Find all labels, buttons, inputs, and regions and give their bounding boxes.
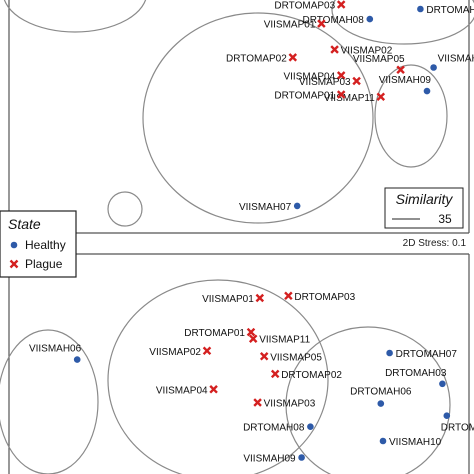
bottom-cluster-left — [0, 329, 99, 474]
bottom-point-label-viismap03: VIISMAP03 — [264, 399, 316, 410]
state-legend-title: State — [8, 216, 41, 232]
top-cluster-bottom-small — [107, 191, 143, 227]
bottom-plague-point-viismap01 — [255, 293, 265, 303]
top-cluster-upper-left — [3, 0, 147, 33]
top-point-label-viismap01: VIISMAP01 — [264, 20, 316, 31]
top-point-label-drtomah08: DRTOMAH08 — [302, 15, 364, 26]
bottom-point-label-viismap04: VIISMAP04 — [156, 385, 208, 396]
bottom-point-label-viismap05: VIISMAP05 — [270, 352, 322, 363]
top-point-label-viismap11: VIISMAP11 — [324, 93, 375, 104]
top-point-label-viismah07: VIISMAH07 — [239, 202, 292, 213]
similarity-legend-value: 35 — [438, 212, 452, 226]
top-plague-point-viismap04 — [336, 71, 346, 80]
top-healthy-point-viismah10 — [430, 64, 437, 71]
bottom-cluster-ellipses — [0, 279, 451, 474]
top-plague-point-viismap11 — [376, 92, 386, 101]
bottom-point-label-viismap11: VIISMAP11 — [259, 335, 310, 346]
similarity-legend-title: Similarity — [396, 191, 454, 207]
top-point-label-viismap05: VIISMAP05 — [353, 54, 405, 65]
bottom-healthy-point-drtomah03 — [439, 380, 446, 388]
bottom-plague-point-drtomap01 — [246, 327, 256, 337]
bottom-point-label-viismap02: VIISMAP02 — [149, 347, 201, 358]
bottom-healthy-point-viismah09 — [298, 454, 305, 461]
bottom-plague-point-viismap11 — [248, 334, 258, 343]
bottom-plague-point-viismap05 — [259, 352, 269, 361]
bottom-point-label-drtomap02: DRTOMAP02 — [281, 370, 342, 381]
top-cluster-ellipses — [3, 0, 474, 227]
state-legend-healthy-label: Healthy — [25, 238, 66, 252]
similarity-legend: Similarity 35 — [384, 187, 464, 229]
top-plague-point-drtomap03 — [336, 0, 346, 9]
bottom-plague-point-drtomap02 — [270, 369, 280, 379]
top-cluster-upper-right — [331, 0, 474, 45]
bottom-point-label-viismah09: VIISMAH09 — [243, 454, 296, 465]
bottom-point-label-viismap01: VIISMAP01 — [202, 294, 254, 305]
top-healthy-point-drtomah08 — [366, 15, 374, 23]
top-healthy-point-viismah09 — [423, 87, 431, 95]
bottom-healthy-point-viismah10 — [379, 437, 387, 445]
bottom-point-label-viismah10: VIISMAH10 — [389, 437, 442, 448]
top-point-label-viismah09: VIISMAH09 — [379, 75, 432, 86]
bottom-healthy-point-drtomah07 — [386, 349, 393, 357]
top-point-label-drtomap01: DRTOMAP01 — [274, 91, 335, 102]
bottom-point-label-drtomah05: DRTOMAH05 — [441, 423, 474, 434]
top-data-marks: DRTOMAH06 DRTOMAH08 VIISMAH10 VIISMAH09 VIIS… — [226, 0, 474, 213]
top-healthy-point-drtomah06 — [417, 5, 424, 13]
top-point-label-viismah10: VIISMAH10 — [438, 54, 474, 65]
top-cluster-right — [374, 64, 448, 168]
bottom-panel: VIISMAH06 DRTOMAH07 DRTOMAH03 DRTOMAH06 DRTO… — [0, 253, 474, 474]
bottom-cluster-plague — [107, 279, 329, 474]
top-point-label-drtomah06: DRTOMAH06 — [426, 5, 474, 16]
bottom-point-label-drtomah07: DRTOMAH07 — [396, 349, 458, 360]
top-plague-point-drtomap02 — [288, 53, 298, 62]
bottom-point-label-drtomap03: DRTOMAP03 — [294, 292, 355, 303]
top-point-label-drtomap03: DRTOMAP03 — [274, 1, 335, 12]
top-point-label-viismap03: VIISMAP03 — [299, 77, 351, 88]
bottom-healthy-point-drtomah05 — [443, 412, 451, 420]
top-point-label-viismap04: VIISMAP04 — [283, 71, 335, 82]
bottom-point-label-drtomah06: DRTOMAH06 — [350, 387, 412, 398]
top-plague-point-drtomap01 — [336, 90, 346, 99]
bottom-plague-point-drtomap03 — [284, 291, 293, 301]
top-healthy-point-viismah07 — [293, 202, 301, 210]
bottom-data-marks: VIISMAH06 DRTOMAH07 DRTOMAH03 DRTOMAH06 DRTO… — [29, 291, 474, 465]
top-panel: DRTOMAH06 DRTOMAH08 VIISMAH10 VIISMAH09 VIIS… — [3, 0, 474, 234]
top-plague-point-viismap01 — [317, 19, 326, 28]
top-point-label-viismap02: VIISMAP02 — [341, 46, 393, 57]
bottom-healthy-point-viismah06 — [73, 356, 81, 363]
state-legend-plague-marker — [9, 259, 19, 269]
bottom-plague-point-viismap03 — [253, 398, 262, 407]
top-plague-point-viismap02 — [330, 45, 339, 54]
similarity-legend-box — [384, 187, 464, 229]
state-legend: State Healthy Plague — [0, 210, 77, 278]
bottom-plague-point-viismap02 — [202, 346, 212, 356]
bottom-point-label-drtomah03: DRTOMAH03 — [385, 368, 447, 379]
bottom-point-label-viismah06: VIISMAH06 — [29, 344, 82, 355]
bottom-point-label-drtomap01: DRTOMAP01 — [184, 328, 245, 339]
bottom-healthy-point-drtomah06 — [377, 400, 385, 407]
bottom-healthy-point-drtomah08 — [307, 423, 314, 431]
top-point-label-drtomap02: DRTOMAP02 — [226, 53, 287, 64]
top-plague-point-viismap03 — [352, 76, 361, 86]
state-legend-healthy-marker — [10, 241, 18, 249]
state-legend-plague-label: Plague — [25, 257, 63, 271]
bottom-cluster-healthy — [285, 326, 451, 474]
bottom-point-label-drtomah08: DRTOMAH08 — [243, 423, 305, 434]
top-cluster-plague — [142, 12, 374, 224]
bottom-plague-point-viismap04 — [209, 385, 218, 394]
top-plague-point-viismap05 — [396, 65, 405, 74]
stress-label: 2D Stress: 0.1 — [403, 238, 467, 249]
